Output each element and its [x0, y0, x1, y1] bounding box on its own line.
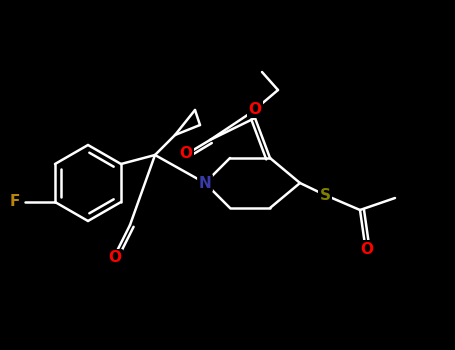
Text: O: O	[108, 251, 121, 266]
Text: F: F	[10, 195, 20, 210]
Text: N: N	[199, 175, 212, 190]
Text: S: S	[319, 188, 330, 203]
Text: O: O	[180, 147, 192, 161]
Text: O: O	[360, 241, 374, 257]
Text: O: O	[248, 102, 262, 117]
